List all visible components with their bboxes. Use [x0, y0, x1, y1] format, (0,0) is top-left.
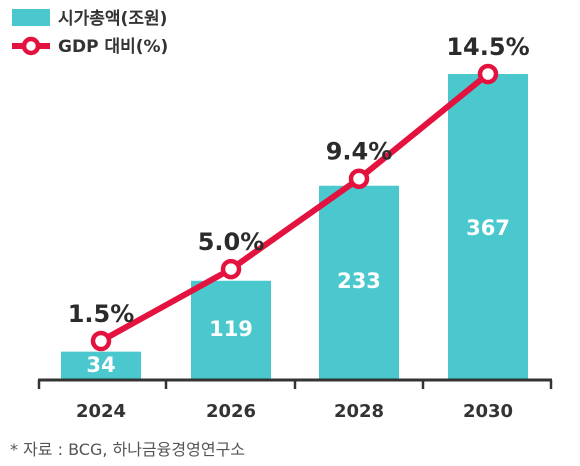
bar-value-label: 233 — [337, 269, 381, 293]
gdp-percent-label: 14.5% — [446, 33, 529, 61]
x-tick-label: 2028 — [334, 401, 384, 422]
x-tick-label: 2026 — [206, 401, 256, 422]
x-tick-label: 2030 — [463, 401, 513, 422]
source-note: * 자료 : BCG, 하나금융경영연구소 — [10, 440, 245, 459]
gdp-line-path — [98, 71, 491, 344]
bar-value-label: 34 — [86, 353, 115, 377]
legend-bar-swatch — [12, 9, 50, 26]
bars — [61, 74, 528, 380]
gdp-percent-label: 1.5% — [68, 300, 135, 328]
legend-line-marker — [21, 36, 41, 56]
bar-2026 — [191, 280, 271, 380]
x-tick-label: 2024 — [76, 401, 126, 422]
bar-2028 — [319, 185, 399, 380]
x-axis: 2024 2026 2028 2030 — [37, 378, 553, 422]
legend: 시가총액(조원) GDP 대비(%) — [12, 9, 168, 57]
gdp-line — [90, 63, 499, 352]
bar-2024 — [61, 351, 141, 380]
gdp-point-2028 — [348, 168, 370, 189]
bar-value-label: 119 — [209, 317, 253, 341]
gdp-percent-label: 5.0% — [198, 228, 265, 256]
legend-bar-label: 시가총액(조원) — [58, 9, 167, 29]
legend-line-label: GDP 대비(%) — [58, 37, 168, 57]
gdp-point-2030 — [477, 63, 499, 85]
gdp-percent-label: 9.4% — [326, 138, 393, 166]
data-labels: 34 119 233 367 1.5% 5.0% 9.4% 14.5% — [68, 33, 530, 377]
bar-2030 — [448, 74, 528, 380]
gdp-point-2026 — [220, 258, 242, 280]
gdp-point-2024 — [90, 330, 112, 352]
bar-value-label: 367 — [466, 216, 510, 240]
